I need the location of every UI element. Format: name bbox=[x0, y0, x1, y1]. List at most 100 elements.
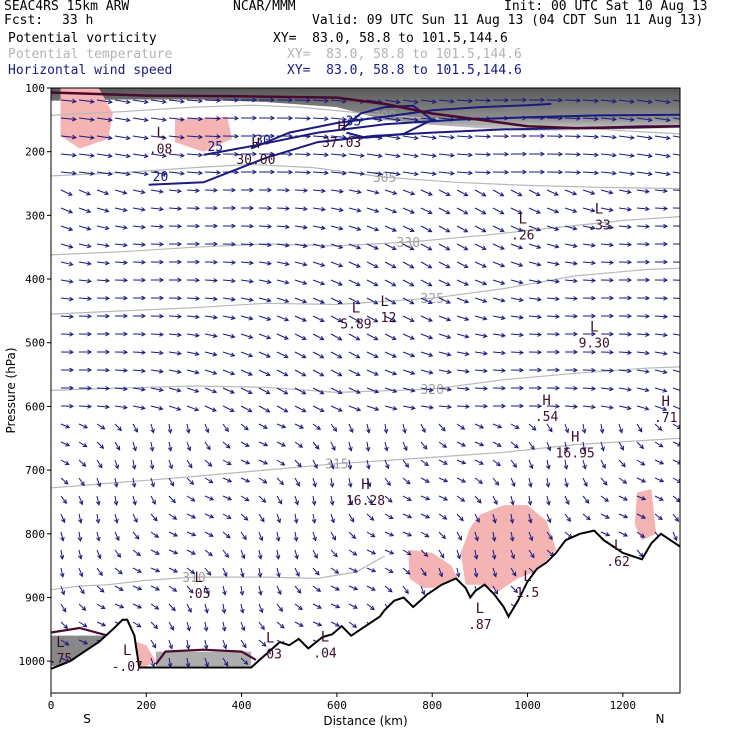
wind-arrow-head bbox=[270, 169, 276, 175]
wind-arrow-head bbox=[463, 263, 469, 268]
wind-arrow bbox=[114, 171, 130, 175]
wind-arrow-head bbox=[463, 246, 469, 251]
wind-arrow-head bbox=[518, 262, 524, 267]
wind-arrow bbox=[330, 405, 343, 412]
y-tick-label: 100 bbox=[25, 82, 45, 95]
wind-arrow bbox=[636, 405, 649, 410]
wind-arrow-head bbox=[483, 403, 489, 409]
wind-arrow-head bbox=[212, 388, 218, 394]
wind-arrow bbox=[384, 351, 397, 358]
wind-arrow-head bbox=[645, 332, 651, 337]
wind-arrow bbox=[150, 441, 154, 451]
wind-arrow bbox=[528, 261, 541, 266]
wind-arrow-head bbox=[334, 569, 340, 574]
wind-arrow-head bbox=[266, 260, 272, 266]
wind-arrow-head bbox=[331, 446, 336, 452]
theta-contour bbox=[51, 163, 680, 190]
wind-arrow bbox=[456, 387, 469, 390]
wind-arrow-head bbox=[195, 296, 201, 301]
wind-arrow-head bbox=[530, 553, 535, 559]
wind-arrow bbox=[78, 243, 91, 248]
wind-arrow-head bbox=[681, 334, 685, 338]
wind-arrow-head bbox=[247, 389, 253, 394]
wind-arrow bbox=[204, 549, 213, 556]
wind-arrow-head bbox=[87, 313, 93, 319]
wind-arrow bbox=[276, 261, 289, 265]
wind-arrow-head bbox=[261, 642, 267, 647]
wind-arrow-head bbox=[119, 604, 125, 609]
wind-arrow-head bbox=[663, 332, 668, 338]
wind-arrow bbox=[150, 603, 159, 610]
wind-arrow-head bbox=[510, 500, 515, 506]
wind-arrow-head bbox=[581, 446, 587, 452]
wind-arrow-head bbox=[545, 464, 551, 470]
wind-arrow bbox=[222, 297, 235, 301]
wind-arrow-head bbox=[493, 500, 498, 506]
wind-arrow bbox=[276, 387, 288, 395]
wind-arrow-head bbox=[293, 518, 299, 524]
wind-arrow bbox=[258, 585, 262, 595]
wind-arrow-head bbox=[563, 446, 569, 452]
wind-arrow bbox=[510, 513, 514, 523]
wind-arrow-head bbox=[122, 225, 128, 230]
wind-arrow bbox=[132, 441, 137, 451]
wind-arrow-head bbox=[275, 554, 281, 560]
wind-arrow-head bbox=[441, 534, 447, 540]
wind-arrow-head bbox=[427, 264, 433, 269]
wind-arrow-head bbox=[116, 553, 122, 558]
wind-arrow-head bbox=[69, 385, 75, 391]
wind-arrow bbox=[276, 459, 285, 466]
wind-arrow bbox=[330, 477, 334, 487]
wind-arrow bbox=[582, 207, 595, 212]
wind-arrow-head bbox=[486, 152, 492, 157]
wind-arrow bbox=[600, 243, 613, 246]
wind-arrow bbox=[114, 243, 127, 246]
wind-arrow bbox=[60, 243, 73, 248]
wind-arrow bbox=[330, 621, 340, 627]
wind-arrow-head bbox=[249, 242, 255, 247]
wind-arrow bbox=[60, 189, 73, 196]
pv-extremum-value: .54 bbox=[535, 410, 559, 425]
wind-arrow bbox=[312, 225, 325, 229]
wind-arrow-head bbox=[626, 206, 632, 212]
pv-extremum-value: 30.00 bbox=[236, 153, 275, 168]
wind-arrow bbox=[294, 261, 307, 266]
wind-arrow bbox=[114, 549, 121, 558]
wind-arrow bbox=[330, 207, 343, 211]
wind-arrow bbox=[528, 459, 533, 469]
wind-arrow-head bbox=[283, 371, 289, 377]
wind-arrow-head bbox=[428, 387, 434, 393]
wind-arrow bbox=[672, 495, 680, 503]
wind-arrow bbox=[492, 225, 504, 232]
wind-arrow-head bbox=[329, 500, 335, 506]
wind-arrow bbox=[402, 225, 414, 232]
wind-arrow bbox=[636, 225, 650, 228]
wind-arrow-head bbox=[195, 314, 200, 320]
wind-arrow-head bbox=[100, 425, 106, 430]
wind-arrow-head bbox=[306, 98, 312, 103]
wind-arrow-head bbox=[123, 295, 129, 301]
wind-arrow-head bbox=[266, 279, 272, 285]
wind-arrow bbox=[546, 531, 553, 540]
wind-arrow bbox=[420, 243, 432, 251]
wind-arrow-head bbox=[501, 368, 507, 373]
theta-contour bbox=[51, 216, 680, 256]
wind-arrow bbox=[240, 459, 250, 465]
wind-arrow-head bbox=[555, 296, 560, 302]
wind-arrow bbox=[672, 513, 679, 522]
wind-arrow bbox=[528, 477, 532, 487]
wind-arrow-head bbox=[366, 428, 371, 434]
wind-arrow-head bbox=[623, 532, 629, 537]
wind-arrow bbox=[564, 279, 577, 282]
wind-arrow bbox=[474, 567, 478, 577]
wind-arrow-head bbox=[377, 117, 383, 123]
wind-arrow bbox=[402, 189, 415, 195]
wind-arrow bbox=[492, 351, 505, 354]
wind-arrow bbox=[312, 135, 329, 138]
wind-arrow-head bbox=[87, 296, 93, 301]
wind-arrow-head bbox=[78, 518, 83, 524]
wind-arrow-head bbox=[586, 515, 591, 521]
wind-arrow-head bbox=[312, 536, 317, 542]
wind-arrow bbox=[312, 603, 322, 609]
wind-arrow bbox=[96, 441, 104, 449]
